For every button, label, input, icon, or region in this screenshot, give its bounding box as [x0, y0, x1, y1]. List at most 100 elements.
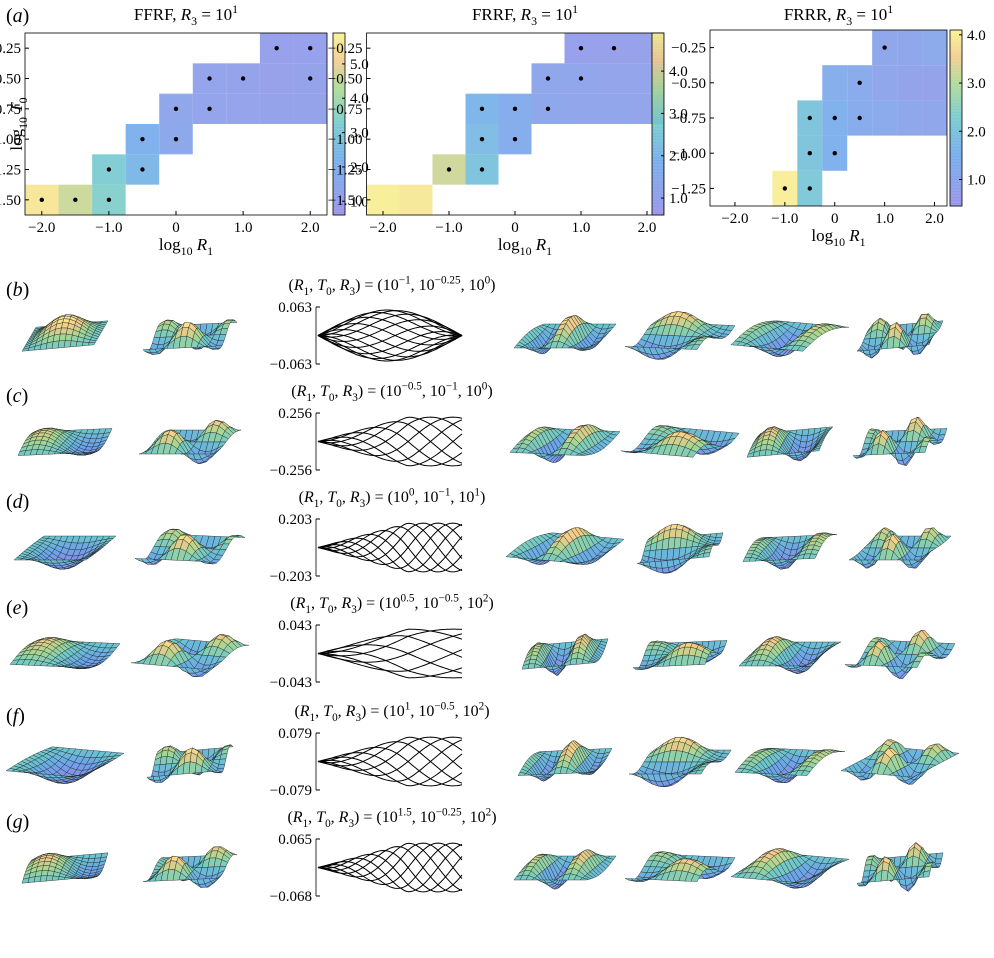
colorbar-slice: [333, 87, 345, 92]
marker-dot: [274, 45, 279, 51]
colorbar-slice: [652, 114, 664, 119]
colorbar-slice: [950, 176, 962, 181]
text-part: (: [6, 279, 13, 301]
surface: [513, 315, 617, 355]
mode-curve: [317, 432, 463, 467]
colorbar-label: 1.0: [669, 191, 688, 207]
colorbar-slice: [333, 99, 345, 104]
surface: [856, 313, 944, 359]
colorbar-slice: [333, 181, 345, 186]
surface: [624, 311, 736, 360]
colorbar-slice: [333, 148, 345, 152]
marker-dot: [240, 76, 246, 81]
colorbar-slice: [333, 96, 345, 101]
surface: [138, 419, 242, 465]
text-part: R: [835, 5, 847, 24]
colorbar-slice: [652, 72, 664, 76]
mode-curve: [317, 433, 463, 467]
text-part: ) = (10: [354, 809, 398, 826]
rich-text: (c): [6, 385, 28, 407]
heatmap-cell: [897, 100, 923, 136]
colorbar-slice: [652, 87, 664, 92]
colorbar-slice: [652, 196, 664, 201]
x-tick-label: 2.0: [925, 211, 944, 227]
surface-patch: [208, 346, 218, 349]
text-part: c: [13, 385, 22, 407]
colorbar-slice: [950, 197, 962, 201]
colorbar-slice: [950, 38, 962, 43]
colorbar-slice: [333, 190, 345, 195]
colorbar-slice: [652, 181, 664, 186]
colorbar-slice: [652, 51, 664, 55]
colorbar-slice: [333, 36, 345, 40]
heatmap-cell: [399, 184, 433, 215]
colorbar-slice: [333, 54, 345, 58]
y-tick-label: −0.043: [270, 675, 312, 691]
y-tick-label: −0.203: [270, 569, 312, 585]
marker-dot: [308, 45, 313, 51]
text-part: ) = (10: [355, 277, 399, 294]
colorbar-slice: [950, 153, 962, 157]
colorbar-slice: [652, 130, 664, 134]
colorbar-slice: [950, 132, 962, 137]
y-tick-label: 0.043: [278, 618, 312, 634]
heatmap-cell: [226, 93, 260, 124]
colorbar-slice: [652, 78, 664, 83]
heatmap-cell: [564, 93, 598, 124]
colorbar-slice: [333, 33, 345, 37]
colorbar-slice: [333, 154, 345, 158]
colorbar-slice: [950, 129, 962, 134]
text-part: , 10: [422, 383, 446, 400]
text-part: 0: [326, 286, 332, 298]
colorbar-slice: [950, 53, 962, 57]
text-part: 1: [232, 2, 238, 16]
x-tick-label: 0: [172, 220, 180, 236]
text-part: FRRR,: [784, 5, 836, 24]
text-part: R: [349, 489, 360, 506]
text-part: ): [18, 705, 25, 727]
text-part: T: [317, 277, 327, 294]
colorbar-slice: [652, 69, 664, 73]
marker-dot: [106, 167, 112, 172]
text-part: ) = (10: [365, 489, 409, 506]
rich-text: (R1, T0, R3) = (10−1, 10−0.25, 100): [289, 275, 496, 298]
text-part: , 10: [415, 595, 439, 612]
marker-dot: [173, 136, 179, 142]
colorbar-slice: [950, 203, 962, 207]
text-part: ,: [312, 383, 320, 400]
colorbar-slice: [950, 147, 962, 151]
text-part: R: [299, 703, 310, 720]
colorbar-slice: [950, 68, 962, 72]
colorbar-slice: [652, 99, 664, 104]
y-tick-label: 0.065: [278, 832, 312, 848]
y-tick-label: 0.203: [278, 512, 312, 528]
text-part: ): [488, 595, 493, 612]
colorbar-slice: [950, 94, 962, 98]
mode-curve: [317, 319, 463, 342]
surface: [146, 744, 234, 783]
surface-patch: [87, 342, 96, 346]
mode-curve: [317, 323, 463, 346]
surface-patch: [796, 345, 808, 352]
surface: [738, 636, 842, 674]
text-part: ,: [315, 703, 323, 720]
heatmap-cell: [922, 65, 947, 101]
colorbar-slice: [652, 133, 664, 137]
y-tick-label: −1.25: [328, 163, 363, 179]
text-part: 0: [482, 381, 488, 393]
colorbar-slice: [950, 144, 962, 148]
surface: [734, 748, 846, 783]
y-tick-label: 0.256: [278, 406, 312, 422]
marker-dot: [207, 76, 212, 81]
mode-curve: [317, 310, 463, 336]
colorbar-label: 3.0: [967, 76, 986, 92]
colorbar-slice: [333, 81, 345, 86]
marker-dot: [857, 115, 862, 121]
rich-text: log10 T0: [7, 97, 30, 150]
mode-curve: [317, 419, 463, 462]
heatmap-cell: [922, 30, 947, 66]
colorbar-slice: [950, 162, 962, 166]
text-part: ): [487, 383, 492, 400]
text-part: 1: [887, 2, 893, 16]
colorbar-slice: [333, 69, 345, 73]
